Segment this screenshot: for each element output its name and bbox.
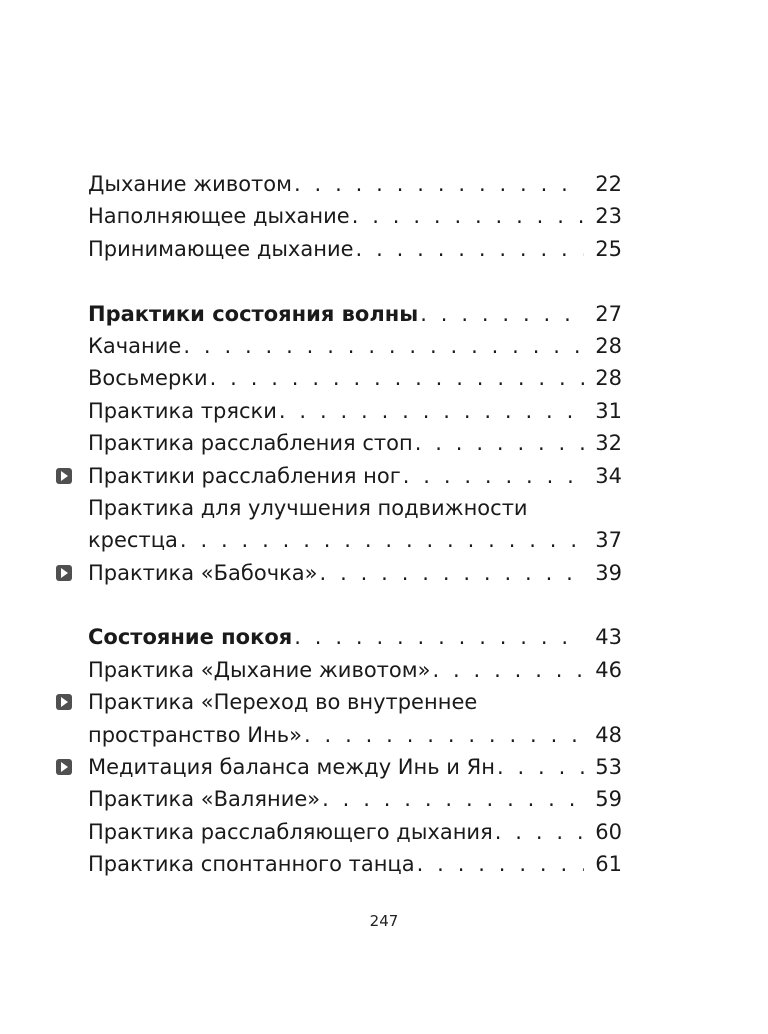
toc-entry-title: Практика спонтанного танца <box>88 852 415 877</box>
play-icon <box>56 467 72 484</box>
toc-entry: Практика расслабляющего дыхания. . . . .… <box>88 816 622 848</box>
toc-entry-title: Наполняющее дыхание <box>88 204 350 229</box>
dot-leader: . . . . . . . . . . . . . . . . . . . . … <box>322 787 584 812</box>
toc-entry-title: Практика «Переход во внутреннее <box>88 690 478 715</box>
dot-leader: . . . . . . . . . . . . . . . . . . . . … <box>402 463 584 488</box>
toc-entry: Практика «Дыхание животом». . . . . . . … <box>88 654 622 686</box>
toc-entry-page: 34 <box>595 463 622 488</box>
toc-entry-title: Состояние покоя <box>88 625 293 650</box>
toc-entry-title: Принимающее дыхание <box>88 236 354 261</box>
toc-entry-page: 60 <box>595 819 622 844</box>
page-number: 247 <box>369 912 399 930</box>
toc-entry-page: 48 <box>595 722 622 747</box>
toc-entry-title: Практика расслабления стоп <box>88 431 413 456</box>
toc-entry-title: Практика «Дыхание животом» <box>88 657 431 682</box>
dot-leader: . . . . . . . . . . . . . . . . . . . . … <box>416 852 584 877</box>
toc-entry: Принимающее дыхание. . . . . . . . . . .… <box>88 233 622 265</box>
toc-entry-page: 37 <box>595 528 622 553</box>
dot-leader: . . . . . . . . . . . . . . . . . . . . … <box>414 431 584 456</box>
toc-entry: Практика «Валяние». . . . . . . . . . . … <box>88 783 622 815</box>
dot-leader: . . . . . . . . . . . . . . . . . . . . … <box>319 560 584 585</box>
toc-entry: Практика расслабления стоп. . . . . . . … <box>88 427 622 459</box>
toc-entry-page: 25 <box>595 236 622 261</box>
toc-entry-title: крестца <box>88 528 178 553</box>
dot-leader: . . . . . . . . . . . . . . . . . . . . … <box>351 204 584 229</box>
dot-leader: . . . . . . . . . . . . . . . . . . . . … <box>303 722 584 747</box>
toc-entry-title: Медитация баланса между Инь и Ян <box>88 755 495 780</box>
toc-entry: Качание. . . . . . . . . . . . . . . . .… <box>88 330 622 362</box>
toc-entry-page: 27 <box>595 301 622 326</box>
toc-entry: Состояние покоя. . . . . . . . . . . . .… <box>88 621 622 653</box>
dot-leader: . . . . . . . . . . . . . . . . . . . . … <box>179 528 584 553</box>
toc-entry: Практика «Переход во внутреннее пространс… <box>56 686 622 751</box>
toc-entry: Дыхание животом. . . . . . . . . . . . .… <box>88 168 622 200</box>
play-icon <box>56 759 72 776</box>
dot-leader: . . . . . . . . . . . . . . . . . . . . … <box>294 625 584 650</box>
toc-entry-title: Практика «Валяние» <box>88 787 321 812</box>
toc-entry-page: 28 <box>595 333 622 358</box>
toc-entry-page: 39 <box>595 560 622 585</box>
toc-entry-page: 31 <box>595 398 622 423</box>
toc-entry-title: Практики состояния волны <box>88 301 419 326</box>
toc-entry-page: 23 <box>595 204 622 229</box>
toc-entry: Практика для улучшения подвижности крестц… <box>88 492 622 557</box>
dot-leader: . . . . . . . . . . . . . . . . . . . . … <box>183 333 584 358</box>
toc-entry: Практика тряски. . . . . . . . . . . . .… <box>88 395 622 427</box>
toc-entry: Медитация баланса между Инь и Ян. . . . … <box>56 751 622 783</box>
toc-entry: Практики расслабления ног. . . . . . . .… <box>56 460 622 492</box>
play-icon <box>56 564 72 581</box>
toc-entry-title: Практика тряски <box>88 398 277 423</box>
toc-entry-page: 53 <box>595 755 622 780</box>
toc-entry-page: 22 <box>595 172 622 196</box>
toc-entry-title: Практика расслабляющего дыхания <box>88 819 493 844</box>
toc-entry-title: Дыхание животом <box>88 172 292 196</box>
dot-leader: . . . . . . . . . . . . . . . . . . . . … <box>420 301 584 326</box>
play-icon <box>56 694 72 711</box>
toc-entry: Наполняющее дыхание. . . . . . . . . . .… <box>88 200 622 232</box>
dot-leader: . . . . . . . . . . . . . . . . . . . . … <box>209 366 584 391</box>
dot-leader: . . . . . . . . . . . . . . . . . . . . … <box>355 236 584 261</box>
toc-entry-page: 59 <box>595 787 622 812</box>
dot-leader: . . . . . . . . . . . . . . . . . . . . … <box>432 657 584 682</box>
dot-leader: . . . . . . . . . . . . . . . . . . . . … <box>293 172 584 196</box>
toc-entry-page: 28 <box>595 366 622 391</box>
toc-entry-title: Практика «Бабочка» <box>88 560 318 585</box>
toc-entry-title: Практики расслабления ног <box>88 463 401 488</box>
toc-entry-title: Качание <box>88 333 182 358</box>
toc-entry-title: Восьмерки <box>88 366 208 391</box>
toc-entry-title: пространство Инь» <box>88 722 302 747</box>
toc-entry: Восьмерки. . . . . . . . . . . . . . . .… <box>88 362 622 394</box>
dot-leader: . . . . . . . . . . . . . . . . . . . . … <box>494 819 584 844</box>
toc-entry: Практика спонтанного танца. . . . . . . … <box>88 848 622 880</box>
toc-entry: Практика «Бабочка». . . . . . . . . . . … <box>56 557 622 589</box>
table-of-contents: Дыхание животом. . . . . . . . . . . . .… <box>56 168 622 881</box>
toc-entry: Практики состояния волны. . . . . . . . … <box>88 298 622 330</box>
toc-entry-page: 32 <box>595 431 622 456</box>
toc-entry-title: Практика для улучшения подвижности <box>88 495 528 520</box>
dot-leader: . . . . . . . . . . . . . . . . . . . . … <box>278 398 584 423</box>
dot-leader: . . . . . . . . . . . . . . . . . . . . … <box>496 755 584 780</box>
toc-entry-page: 46 <box>595 657 622 682</box>
toc-entry-page: 43 <box>595 625 622 650</box>
toc-entry-page: 61 <box>595 852 622 877</box>
